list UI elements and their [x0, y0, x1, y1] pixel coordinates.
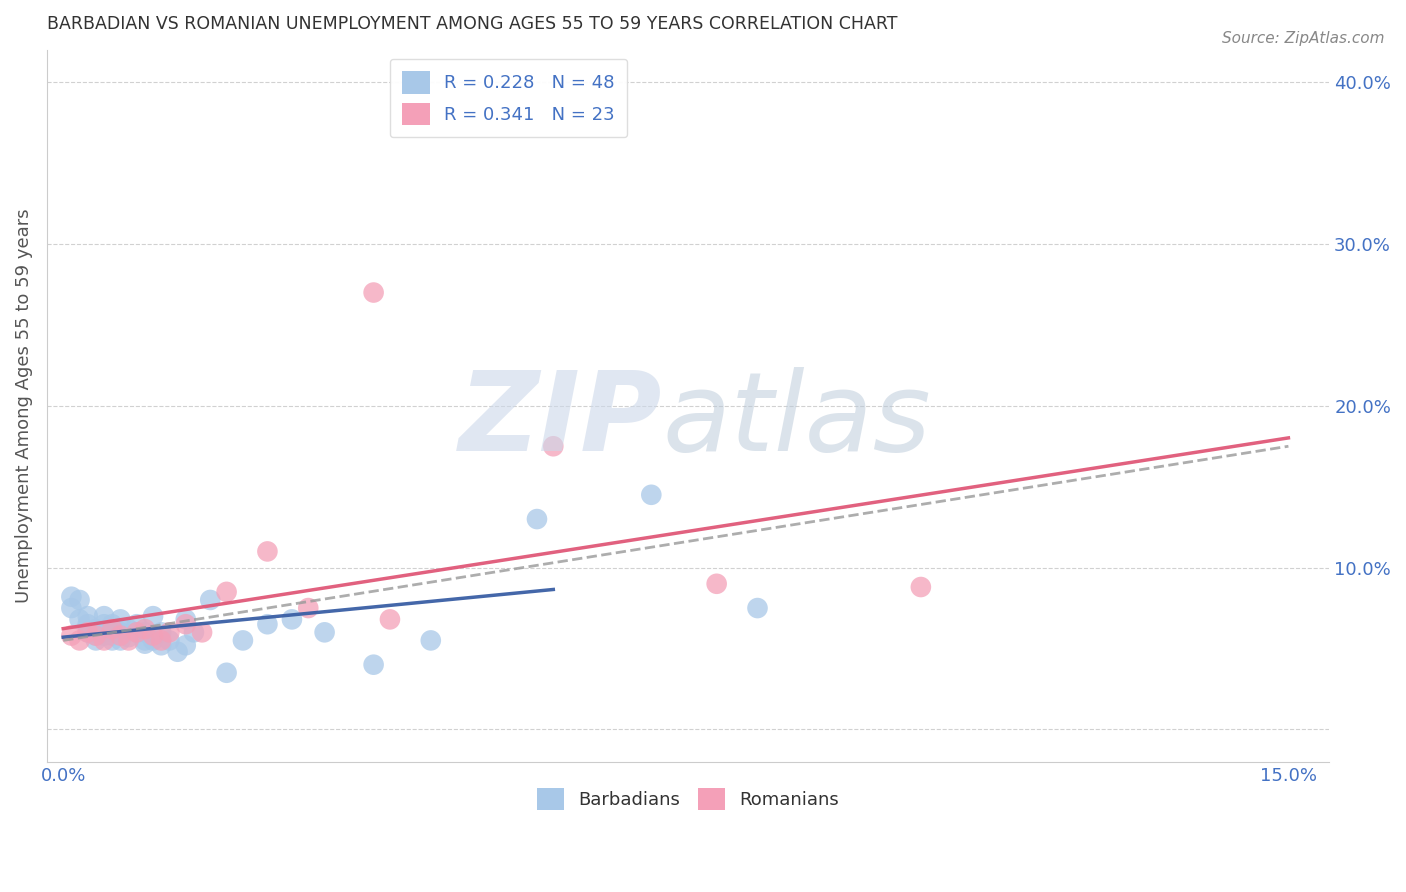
- Point: [134, 637, 156, 651]
- Point: [142, 629, 165, 643]
- Point: [134, 625, 156, 640]
- Point: [378, 612, 401, 626]
- Point: [640, 488, 662, 502]
- Point: [60, 601, 83, 615]
- Y-axis label: Unemployment Among Ages 55 to 59 years: Unemployment Among Ages 55 to 59 years: [15, 209, 32, 603]
- Point: [526, 512, 548, 526]
- Point: [543, 439, 565, 453]
- Point: [69, 633, 91, 648]
- Point: [314, 625, 336, 640]
- Point: [76, 617, 98, 632]
- Point: [93, 617, 115, 632]
- Text: ZIP: ZIP: [458, 367, 662, 474]
- Legend: Barbadians, Romanians: Barbadians, Romanians: [530, 780, 846, 817]
- Point: [419, 633, 441, 648]
- Point: [84, 629, 107, 643]
- Point: [297, 601, 319, 615]
- Point: [117, 630, 139, 644]
- Point: [150, 638, 173, 652]
- Text: Source: ZipAtlas.com: Source: ZipAtlas.com: [1222, 31, 1385, 46]
- Point: [110, 633, 132, 648]
- Point: [363, 285, 385, 300]
- Point: [125, 617, 148, 632]
- Point: [166, 645, 188, 659]
- Point: [174, 617, 197, 632]
- Point: [281, 612, 304, 626]
- Point: [256, 617, 278, 632]
- Point: [117, 633, 139, 648]
- Point: [157, 625, 180, 640]
- Point: [93, 633, 115, 648]
- Point: [93, 629, 115, 643]
- Point: [101, 622, 124, 636]
- Point: [747, 601, 769, 615]
- Point: [706, 576, 728, 591]
- Point: [101, 633, 124, 648]
- Point: [134, 633, 156, 648]
- Point: [157, 633, 180, 648]
- Point: [76, 609, 98, 624]
- Point: [125, 625, 148, 640]
- Point: [101, 617, 124, 632]
- Point: [150, 633, 173, 648]
- Point: [215, 665, 238, 680]
- Point: [84, 633, 107, 648]
- Point: [76, 625, 98, 640]
- Point: [125, 625, 148, 640]
- Point: [174, 612, 197, 626]
- Point: [150, 625, 173, 640]
- Point: [69, 612, 91, 626]
- Point: [69, 593, 91, 607]
- Point: [101, 629, 124, 643]
- Point: [110, 629, 132, 643]
- Point: [142, 633, 165, 648]
- Point: [183, 625, 205, 640]
- Point: [101, 625, 124, 640]
- Point: [76, 625, 98, 640]
- Point: [232, 633, 254, 648]
- Point: [110, 625, 132, 640]
- Point: [191, 625, 214, 640]
- Point: [60, 590, 83, 604]
- Point: [363, 657, 385, 672]
- Point: [200, 593, 222, 607]
- Point: [215, 585, 238, 599]
- Point: [93, 609, 115, 624]
- Point: [256, 544, 278, 558]
- Point: [93, 625, 115, 640]
- Point: [134, 622, 156, 636]
- Point: [910, 580, 932, 594]
- Point: [60, 629, 83, 643]
- Text: atlas: atlas: [662, 367, 931, 474]
- Point: [117, 622, 139, 636]
- Point: [110, 612, 132, 626]
- Point: [174, 638, 197, 652]
- Point: [84, 629, 107, 643]
- Text: BARBADIAN VS ROMANIAN UNEMPLOYMENT AMONG AGES 55 TO 59 YEARS CORRELATION CHART: BARBADIAN VS ROMANIAN UNEMPLOYMENT AMONG…: [46, 15, 897, 33]
- Point: [142, 609, 165, 624]
- Point: [84, 622, 107, 636]
